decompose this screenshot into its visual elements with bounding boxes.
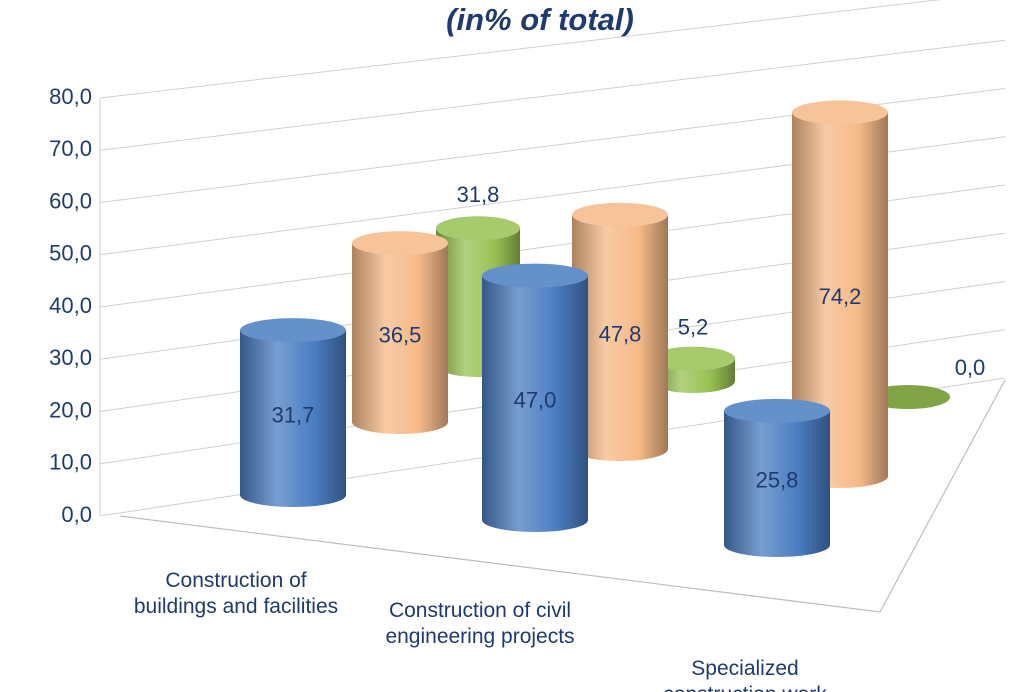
floor-edge	[119, 379, 1006, 613]
y-tick-label: 50,0	[49, 241, 92, 266]
y-tick-label: 80,0	[49, 84, 92, 109]
cylinder	[482, 263, 588, 532]
cylinder	[572, 202, 668, 461]
cylinder-top	[651, 346, 735, 371]
y-tick-label: 60,0	[49, 188, 92, 213]
cylinder-body	[724, 410, 830, 557]
x-tick-label: Construction of civil engineering projec…	[385, 599, 575, 648]
cylinder-body	[572, 214, 668, 461]
cylinder	[724, 398, 830, 557]
data-label: 0,0	[955, 355, 986, 380]
x-tick-label: Construction of buildings and facilities	[133, 569, 339, 618]
cylinder-top	[572, 202, 668, 227]
cylinder-body	[792, 112, 888, 489]
y-tick-label: 70,0	[49, 136, 92, 161]
cylinder	[240, 318, 346, 507]
grid-line	[99, 0, 941, 99]
cylinder	[651, 346, 735, 393]
cylinder-top	[240, 318, 346, 343]
data-label: 5,2	[678, 314, 709, 339]
cylinder-top	[352, 231, 448, 256]
y-tick-label: 10,0	[49, 450, 92, 475]
y-tick-label: 40,0	[49, 293, 92, 318]
cylinder-body	[352, 243, 448, 434]
y-tick-label: 20,0	[49, 397, 92, 422]
cylinder-top	[792, 100, 888, 125]
data-label: 25,8	[756, 468, 799, 493]
cylinder	[352, 231, 448, 434]
data-label: 31,8	[457, 182, 500, 207]
cylinder	[792, 100, 888, 489]
data-label: 74,2	[819, 284, 862, 309]
cylinder-top	[482, 263, 588, 288]
chart-title: (in% of total)	[446, 2, 634, 37]
cylinder-body	[482, 275, 588, 532]
x-tick-label: Specialized construction work	[663, 657, 826, 692]
data-label: 31,7	[272, 402, 315, 427]
cylinder-top	[724, 398, 830, 423]
y-tick-label: 0,0	[61, 502, 92, 527]
data-label: 47,8	[599, 322, 642, 347]
data-label: 47,0	[514, 388, 557, 413]
grid-line	[99, 39, 1006, 151]
y-tick-label: 30,0	[49, 345, 92, 370]
cylinder-top	[436, 216, 520, 241]
data-label: 36,5	[379, 322, 422, 347]
cylinder-body	[240, 330, 346, 507]
